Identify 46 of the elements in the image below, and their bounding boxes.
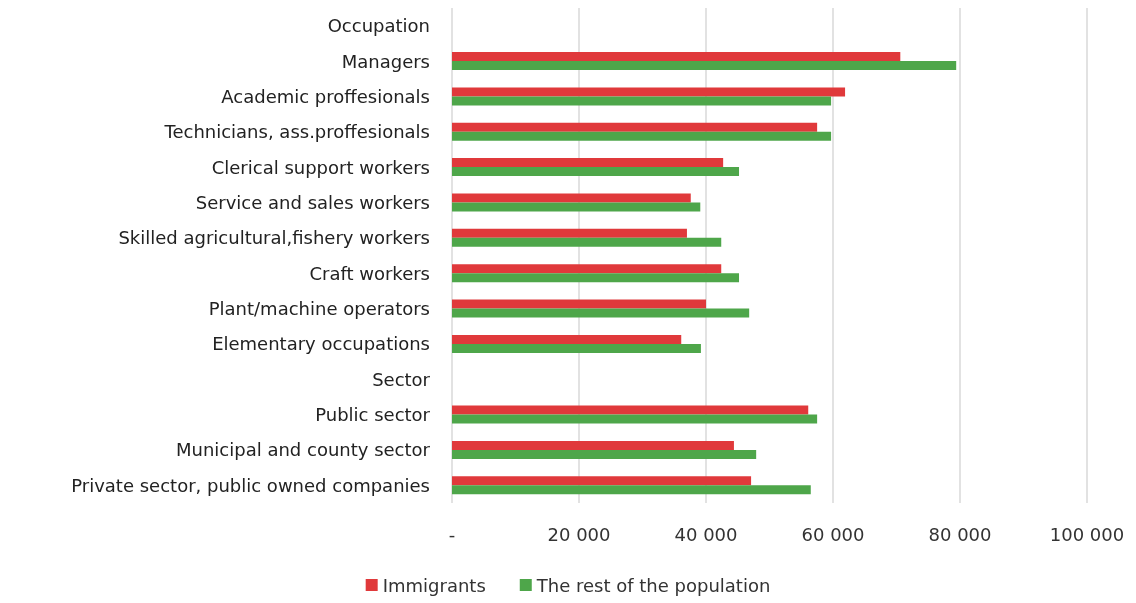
x-tick-label: 40 000 — [674, 523, 738, 545]
bar — [452, 131, 832, 141]
bar — [452, 96, 832, 106]
x-tick-label: 100 000 — [1049, 523, 1125, 545]
bar — [452, 343, 701, 353]
bar — [452, 476, 752, 486]
y-tick-label: Service and sales workers — [195, 191, 430, 213]
bar — [452, 87, 846, 97]
y-tick-label: Clerical support workers — [211, 156, 430, 178]
bar — [452, 122, 818, 132]
bar — [452, 414, 818, 424]
bar — [452, 167, 740, 177]
legend-label: Immigrants — [382, 574, 486, 596]
x-tick-label: 80 000 — [928, 523, 992, 545]
bar — [452, 61, 957, 71]
bar — [452, 440, 734, 450]
bar — [452, 334, 682, 344]
x-tick-label: 20 000 — [547, 523, 611, 545]
bar — [452, 228, 687, 238]
y-tick-label: Municipal and county sector — [176, 439, 431, 461]
y-tick-label: Elementary occupations — [212, 333, 430, 355]
bar — [452, 308, 750, 318]
bar — [452, 202, 701, 212]
bar — [452, 485, 811, 495]
bar — [452, 193, 691, 203]
bar — [452, 264, 722, 274]
y-tick-label: Private sector, public owned companies — [71, 474, 430, 496]
y-tick-label: Craft workers — [309, 262, 430, 284]
bar — [452, 405, 809, 415]
y-tick-label: Occupation — [327, 15, 430, 37]
y-tick-label: Skilled agricultural,fishery workers — [118, 227, 430, 249]
bar — [452, 299, 706, 309]
x-tick-label: 60 000 — [801, 523, 865, 545]
bar — [452, 158, 724, 168]
legend-label: The rest of the population — [535, 574, 771, 596]
bar — [452, 449, 757, 459]
y-tick-label: Sector — [372, 368, 431, 390]
y-tick-label: Managers — [341, 50, 430, 72]
y-tick-label: Academic proffesionals — [221, 85, 430, 107]
bar — [452, 237, 722, 247]
x-tick-label: - — [448, 523, 456, 545]
y-tick-label: Public sector — [315, 404, 431, 426]
y-tick-label: Technicians, ass.proffesionals — [163, 121, 430, 143]
bar — [452, 273, 740, 283]
y-tick-label: Plant/machine operators — [208, 298, 430, 320]
bar — [452, 52, 901, 62]
